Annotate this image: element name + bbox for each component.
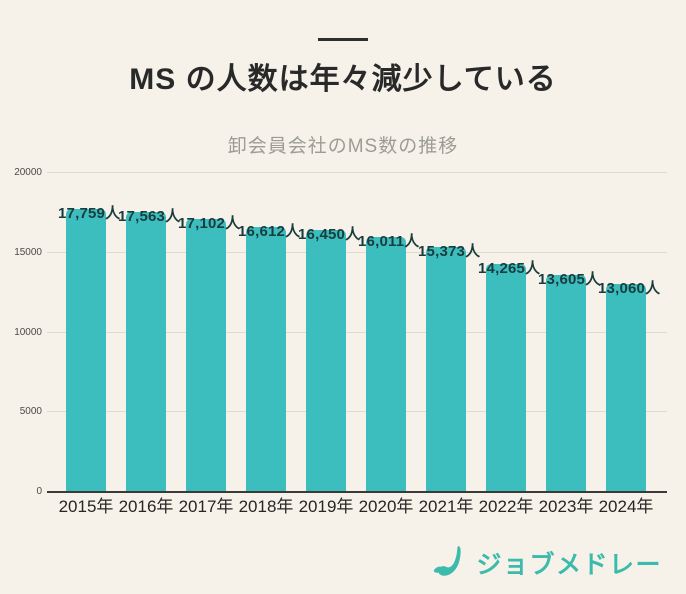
bar-2016年 — [126, 211, 166, 492]
title-accent-dash — [318, 38, 368, 41]
gridline — [47, 331, 667, 333]
gridline — [47, 251, 667, 253]
jobmedley-j-icon — [434, 546, 462, 576]
x-tick-label: 2023年 — [538, 497, 594, 516]
y-tick-label: 20000 — [14, 167, 42, 178]
x-axis-line — [47, 491, 667, 493]
y-tick-label: 10000 — [14, 326, 42, 338]
gridline — [47, 172, 667, 173]
jobmedley-logo: ジョブメドレー — [430, 544, 662, 581]
x-tick-label: 2021年 — [418, 497, 474, 516]
value-label: 16,450人 — [298, 225, 361, 243]
value-label: 16,612人 — [238, 223, 301, 241]
value-label: 15,373人 — [418, 242, 481, 260]
bar-2024年 — [606, 283, 646, 492]
bar-2019年 — [306, 229, 346, 492]
x-tick-label: 2019年 — [298, 497, 354, 516]
bar-2023年 — [546, 275, 586, 492]
x-tick-label: 2015年 — [58, 497, 114, 516]
value-label: 17,759人 — [58, 204, 121, 222]
page-title: MS の人数は年々減少している — [129, 63, 557, 96]
chart-title: 卸会員会社のMS数の推移 — [227, 136, 459, 157]
value-label: 17,102人 — [178, 215, 241, 233]
value-label: 14,265人 — [478, 260, 541, 278]
bar-2017年 — [186, 219, 226, 492]
x-tick-label: 2022年 — [478, 497, 534, 516]
bar-2020年 — [366, 236, 406, 492]
value-label: 17,563人 — [118, 207, 181, 225]
value-label: 13,060人 — [598, 279, 661, 297]
y-tick-label: 0 — [36, 486, 42, 497]
bar-2022年 — [486, 264, 526, 492]
x-tick-label: 2024年 — [598, 497, 654, 516]
x-tick-label: 2020年 — [358, 497, 414, 516]
bar-2021年 — [426, 246, 466, 492]
y-tick-label: 5000 — [19, 406, 42, 418]
y-tick-label: 15000 — [14, 246, 42, 258]
value-label: 16,011人 — [358, 232, 420, 250]
value-label: 13,605人 — [538, 271, 601, 288]
x-tick-label: 2016年 — [118, 497, 174, 516]
x-tick-label: 2018年 — [238, 497, 294, 516]
x-tick-label: 2017年 — [178, 497, 234, 516]
bar-2015年 — [66, 208, 106, 492]
logo-text: ジョブメドレー — [476, 550, 662, 579]
gridline — [47, 411, 667, 413]
bar-2018年 — [246, 227, 286, 492]
